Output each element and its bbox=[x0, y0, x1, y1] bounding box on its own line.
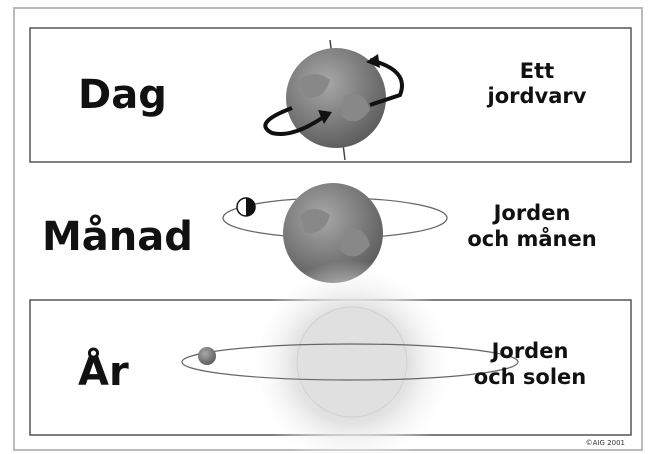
row-description: Jorden bbox=[492, 201, 571, 225]
row-description: och solen bbox=[474, 365, 586, 389]
row-description: Jorden bbox=[490, 339, 569, 363]
sun bbox=[297, 307, 407, 417]
row-description: Ett bbox=[520, 59, 554, 83]
row-description: och månen bbox=[467, 226, 596, 251]
earth bbox=[198, 347, 216, 365]
moon-shadow bbox=[246, 198, 255, 216]
diagram: Dag Ett jordvarv Månad Jorden och månen … bbox=[0, 0, 657, 454]
row-label: Månad bbox=[42, 213, 193, 260]
row-description: jordvarv bbox=[487, 84, 587, 108]
copyright: ©AIG 2001 bbox=[586, 439, 625, 447]
row-label: År bbox=[78, 346, 129, 395]
row-label: Dag bbox=[78, 72, 167, 118]
